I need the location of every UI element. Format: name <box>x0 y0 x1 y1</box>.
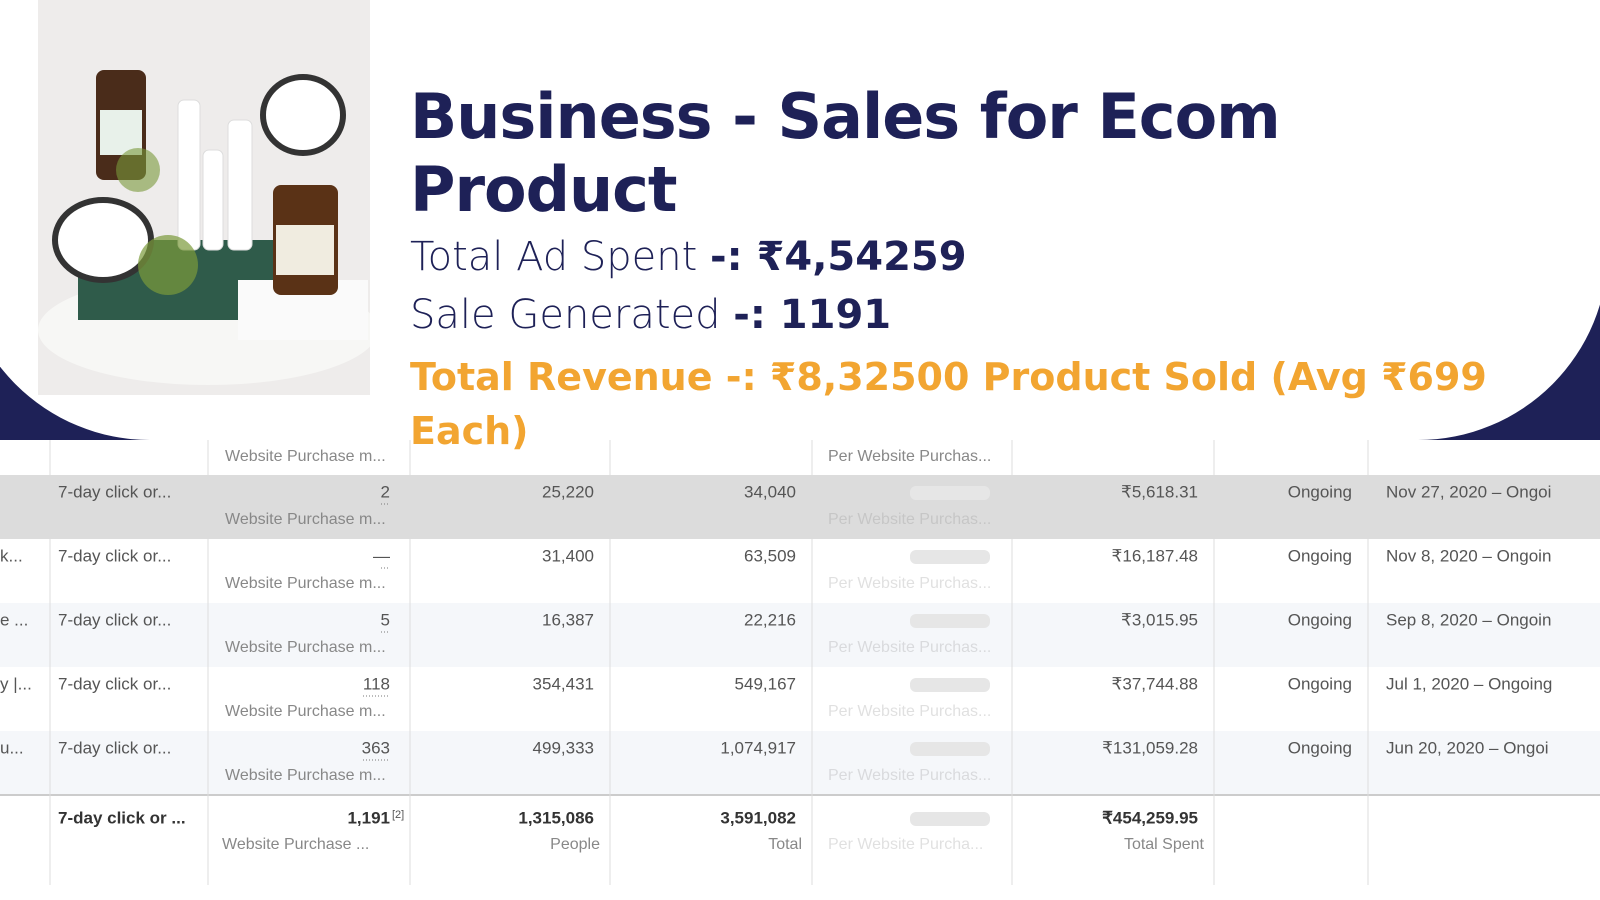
sales: Sale Generated -: 1191 <box>410 292 1560 338</box>
cell-value: u... <box>0 738 24 757</box>
cell-value: Ongoing <box>1288 674 1352 693</box>
cell-value: Jun 20, 2020 – Ongoi <box>1386 738 1549 757</box>
cell-value: 31,400 <box>542 546 594 565</box>
ad-spent: Total Ad Spent -: ₹4,54259 <box>410 234 1560 280</box>
cell-value: — <box>373 546 390 565</box>
cell-value: 7-day click or... <box>58 546 171 565</box>
blurred-value <box>910 614 990 628</box>
cell-value: 63,509 <box>744 546 796 565</box>
value: -: ₹4,54259 <box>710 234 967 280</box>
cell-value: 7-day click or... <box>58 482 171 501</box>
cell-sublabel: Per Website Purcha... <box>828 836 983 853</box>
label: Sale Generated <box>410 292 721 338</box>
blurred-value <box>910 742 990 756</box>
cell-sublabel: Website Purchase m... <box>225 639 386 656</box>
cell-sublabel: Per Website Purchas... <box>828 575 991 592</box>
cell-value: 16,387 <box>542 610 594 629</box>
cell-value: Sep 8, 2020 – Ongoin <box>1386 610 1551 629</box>
cell-value: 25,220 <box>542 482 594 501</box>
product-photo <box>38 0 370 395</box>
cell-value: e ... <box>0 610 28 629</box>
row-bg <box>0 795 1600 880</box>
row-bg <box>0 603 1600 667</box>
cell-sublabel: Per Website Purchas... <box>828 511 991 528</box>
cell-sublabel: Website Purchase m... <box>225 703 386 720</box>
cell-value: 5 <box>381 610 390 629</box>
blurred-value <box>910 486 990 500</box>
cell-value: y |... <box>0 674 32 693</box>
cell-value: Ongoing <box>1288 610 1352 629</box>
cell-value: k... <box>0 546 23 565</box>
cell-value: ₹131,059.28 <box>1102 738 1198 757</box>
cell-sublabel: Total <box>768 836 802 853</box>
cell-value: 34,040 <box>744 482 796 501</box>
row-bg <box>0 731 1600 795</box>
cell-sublabel: Website Purchase m... <box>225 511 386 528</box>
cell-value: Ongoing <box>1288 546 1352 565</box>
cell-value: 7-day click or ... <box>58 808 186 827</box>
row-bg <box>0 539 1600 603</box>
cell-sublabel: Total Spent <box>1124 836 1205 853</box>
cell-sublabel: Per Website Purchas... <box>828 639 991 656</box>
cell-value: 118 <box>363 674 390 693</box>
cell-value: 1,074,917 <box>720 738 796 757</box>
row-bg <box>0 475 1600 539</box>
cell-value: 22,216 <box>744 610 796 629</box>
revenue: Total Revenue -: ₹8,32500 Product Sold (… <box>410 355 1487 453</box>
cell-note: [2] <box>392 809 404 821</box>
cell-sublabel: Website Purchase m... <box>225 767 386 784</box>
blurred-value <box>910 550 990 564</box>
cell-value: 1,191 <box>347 808 390 827</box>
cell-value: ₹5,618.31 <box>1121 482 1198 501</box>
value: -: 1191 <box>733 292 892 338</box>
cell-sublabel: Per Website Purchas... <box>828 767 991 784</box>
cell-value: ₹454,259.95 <box>1102 808 1198 827</box>
cell-value: ₹16,187.48 <box>1112 546 1198 565</box>
cell-value: Ongoing <box>1288 482 1352 501</box>
cell-value: 3,591,082 <box>720 808 796 827</box>
cell-value: 549,167 <box>735 674 796 693</box>
row-bg <box>0 667 1600 731</box>
cell-value: ₹37,744.88 <box>1112 674 1198 693</box>
blurred-value <box>910 812 990 826</box>
cell-value: Nov 27, 2020 – Ongoi <box>1386 482 1551 501</box>
title: Business - Sales for Ecom Product <box>410 80 1281 226</box>
cell-sublabel: Website Purchase m... <box>225 448 386 465</box>
label: Total Ad Spent <box>410 234 698 280</box>
cell-value: 499,333 <box>533 738 594 757</box>
cell-value: Ongoing <box>1288 738 1352 757</box>
cell-sublabel: Website Purchase ... <box>222 836 369 853</box>
cell-value: 1,315,086 <box>518 808 594 827</box>
cell-sublabel: Per Website Purchas... <box>828 703 991 720</box>
cell-value: Jul 1, 2020 – Ongoing <box>1386 674 1552 693</box>
row-bg <box>0 440 1600 475</box>
cell-value: ₹3,015.95 <box>1121 610 1198 629</box>
data-table: Website Purchase m... Per Website Purchas… <box>0 440 1600 885</box>
cell-value: 354,431 <box>533 674 594 693</box>
cell-sublabel: People <box>550 836 600 853</box>
blurred-value <box>910 678 990 692</box>
cell-value: 7-day click or... <box>58 738 171 757</box>
cell-sublabel: Per Website Purchas... <box>828 448 991 465</box>
cell-value: 2 <box>381 482 390 501</box>
cell-value: 7-day click or... <box>58 674 171 693</box>
cell-value: 7-day click or... <box>58 610 171 629</box>
cell-value: 363 <box>362 738 390 757</box>
cell-value: Nov 8, 2020 – Ongoin <box>1386 546 1551 565</box>
header-text: Business - Sales for Ecom Product Total … <box>410 80 1560 458</box>
cell-sublabel: Website Purchase m... <box>225 575 386 592</box>
